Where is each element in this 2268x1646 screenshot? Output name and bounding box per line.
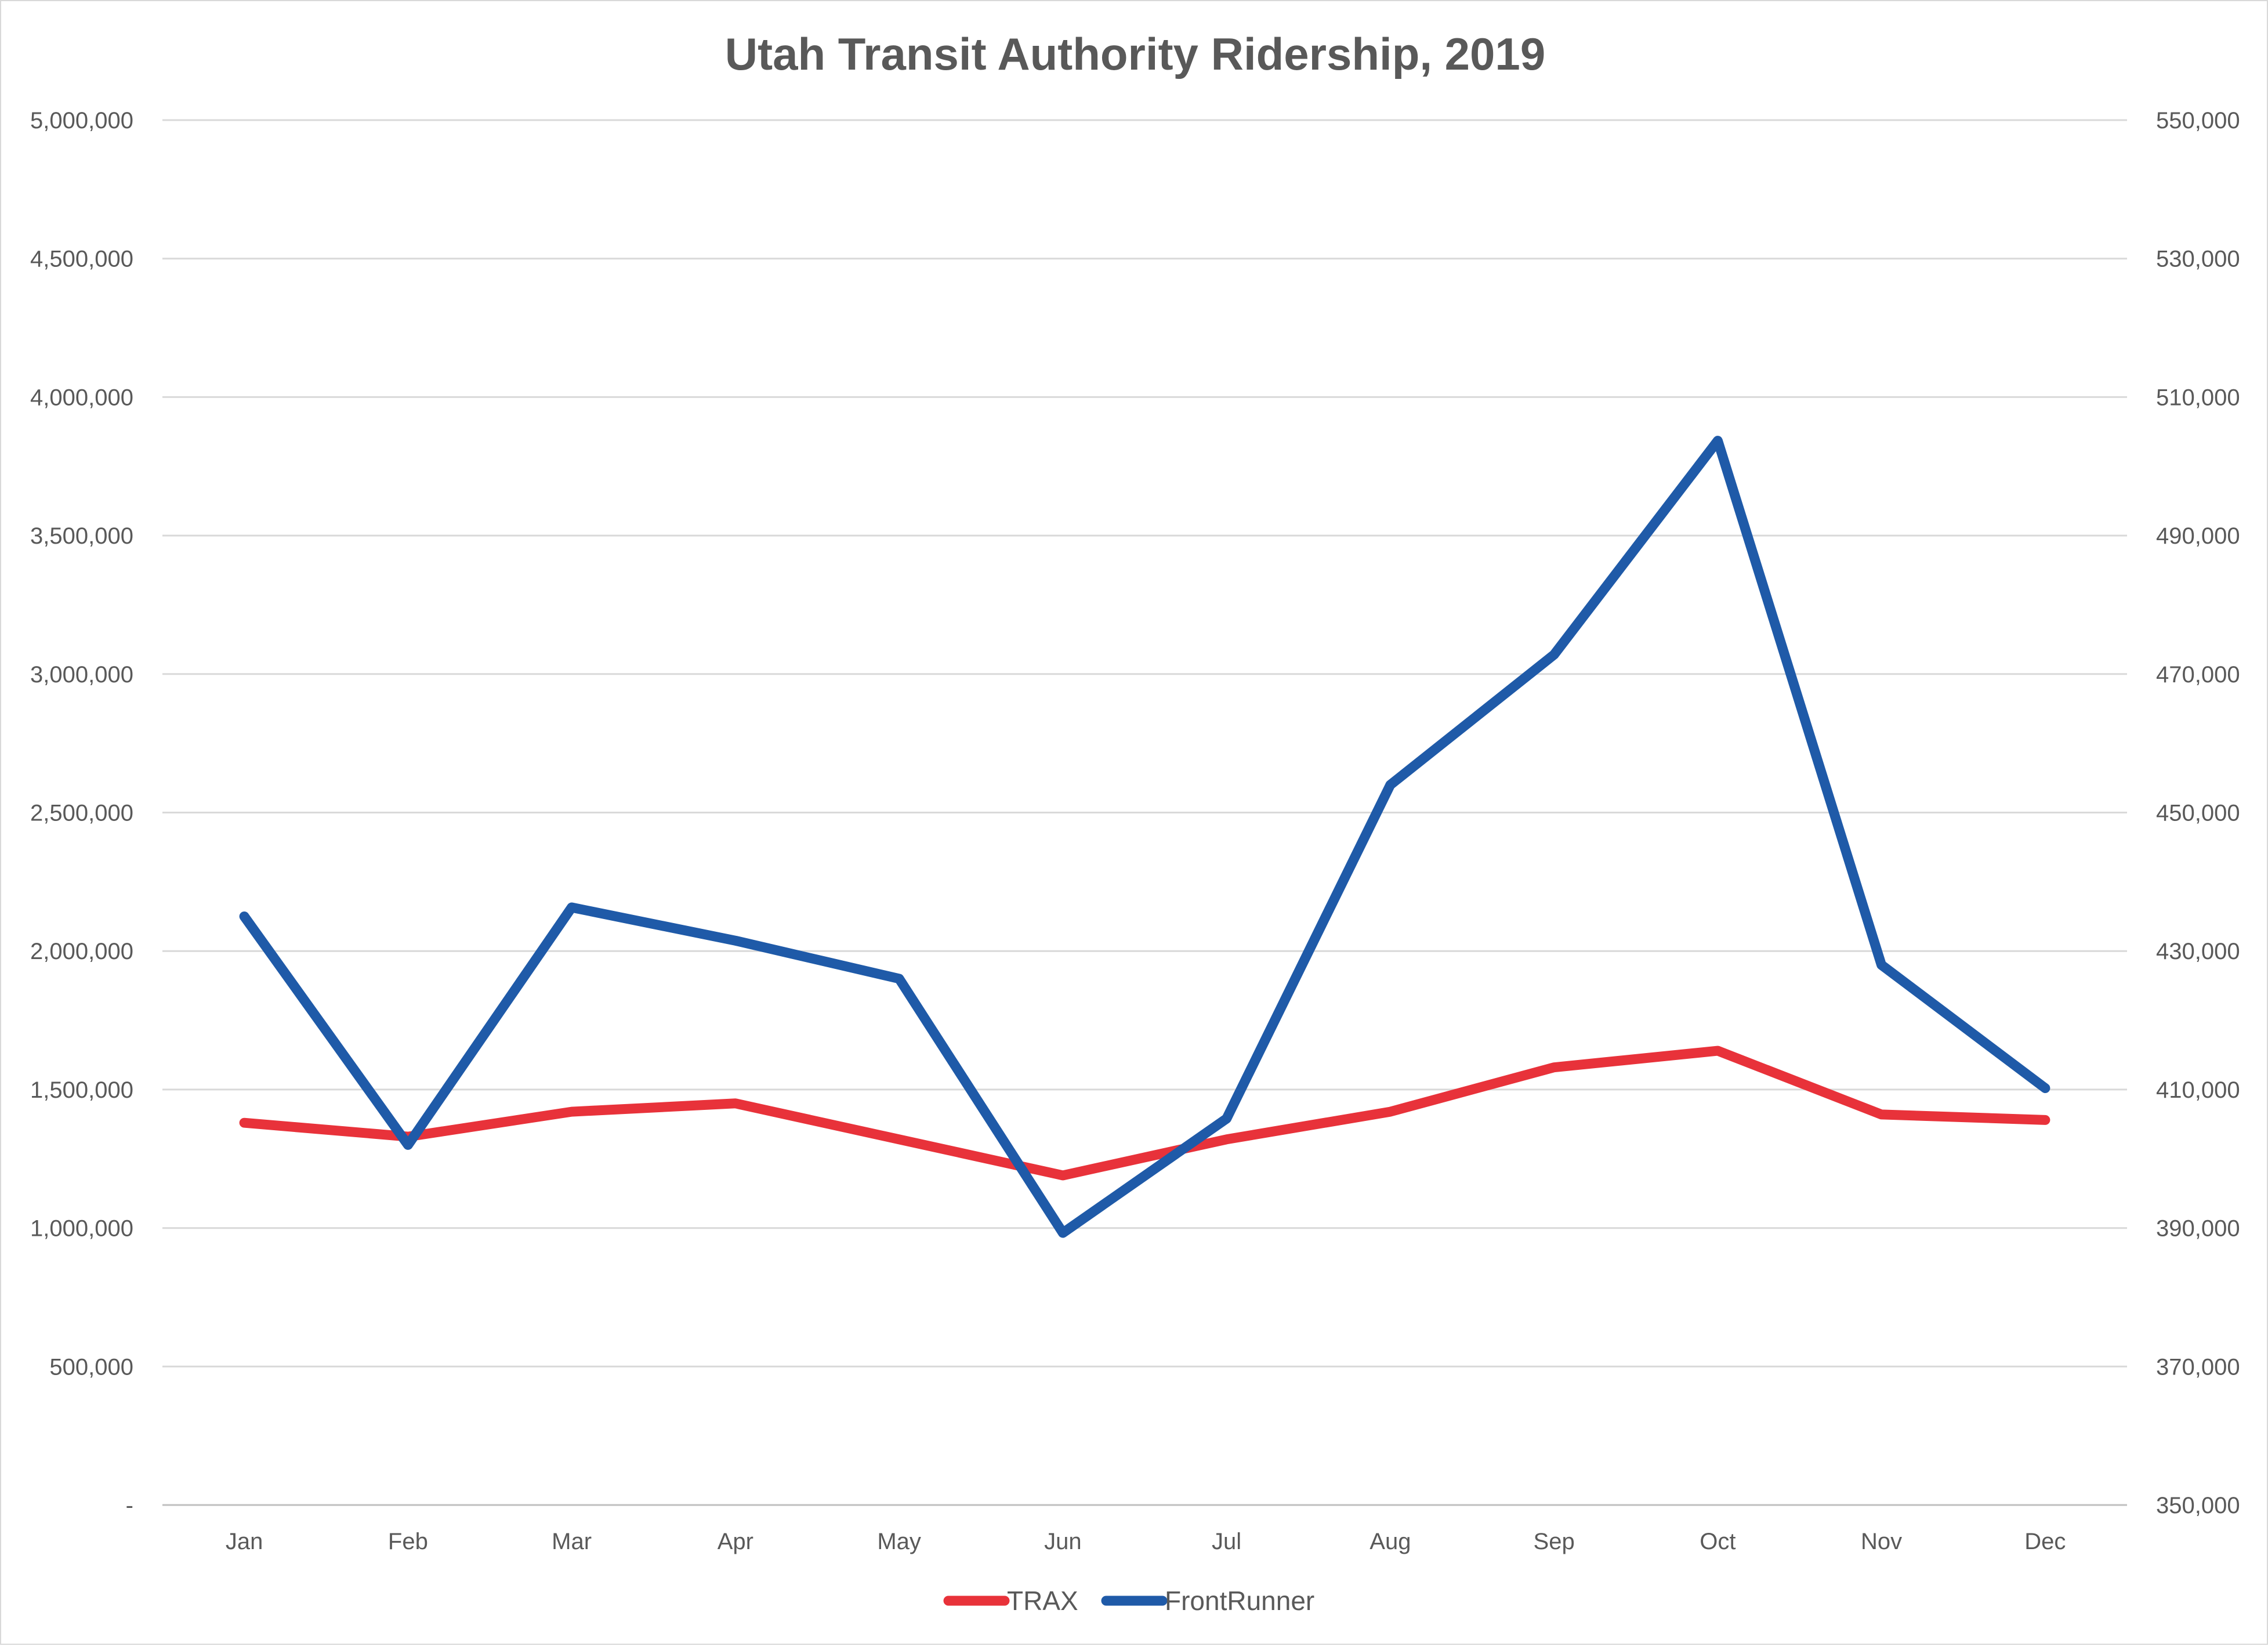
x-tick-label: Apr [718,1529,753,1554]
left-y-tick-label: 1,000,000 [30,1216,133,1242]
right-y-tick-label: 470,000 [2156,662,2240,688]
x-tick-label: Jul [1212,1529,1241,1554]
series-line-trax [239,1046,2050,1181]
right-y-tick-label: 350,000 [2156,1493,2240,1518]
x-tick-label: Nov [1861,1529,1902,1554]
x-tick-label: Dec [2024,1529,2066,1554]
right-y-tick-label: 370,000 [2156,1354,2240,1380]
left-y-axis: - 500,000 1,000,000 1,500,000 2,000,000 2,500… [30,108,133,1518]
right-y-tick-label: 530,000 [2156,247,2240,272]
left-y-tick-label: 3,000,000 [30,662,133,688]
x-tick-label: Jan [226,1529,263,1554]
right-y-tick-label: 550,000 [2156,108,2240,133]
right-y-tick-label: 450,000 [2156,801,2240,826]
left-y-tick-label: 1,500,000 [30,1077,133,1103]
right-y-tick-label: 390,000 [2156,1216,2240,1242]
right-y-tick-label: 430,000 [2156,939,2240,964]
x-tick-label: Sep [1534,1529,1575,1554]
gridlines [162,119,2127,1506]
left-y-tick-label: 2,000,000 [30,939,133,964]
right-y-tick-label: 490,000 [2156,523,2240,549]
x-tick-label: Feb [388,1529,428,1554]
left-y-tick-label: - [126,1493,133,1518]
legend-label-frontrunner: FrontRunner [1165,1586,1314,1616]
legend: TRAX FrontRunner [943,1586,1314,1616]
right-y-axis: 350,000 370,000 390,000 410,000 430,000 450,0… [2156,108,2240,1518]
right-y-tick-label: 410,000 [2156,1077,2240,1103]
right-y-tick-label: 510,000 [2156,385,2240,410]
left-y-tick-label: 500,000 [49,1354,133,1380]
chart-title: Utah Transit Authority Ridership, 2019 [725,28,1545,79]
left-y-tick-label: 3,500,000 [30,523,133,549]
x-tick-label: May [877,1529,921,1554]
x-axis: Jan Feb Mar Apr May Jun Jul Aug Sep Oct Nov Dec [226,1529,2066,1554]
series-line-frontrunner [239,436,2050,1238]
left-y-tick-label: 5,000,000 [30,108,133,133]
x-tick-label: Mar [552,1529,592,1554]
left-y-tick-label: 4,500,000 [30,247,133,272]
x-tick-label: Jun [1044,1529,1082,1554]
left-y-tick-label: 4,000,000 [30,385,133,410]
series-lines [239,436,2050,1238]
x-tick-label: Oct [1700,1529,1736,1554]
left-y-tick-label: 2,500,000 [30,801,133,826]
x-tick-label: Aug [1370,1529,1411,1554]
legend-label-trax: TRAX [1007,1586,1078,1616]
